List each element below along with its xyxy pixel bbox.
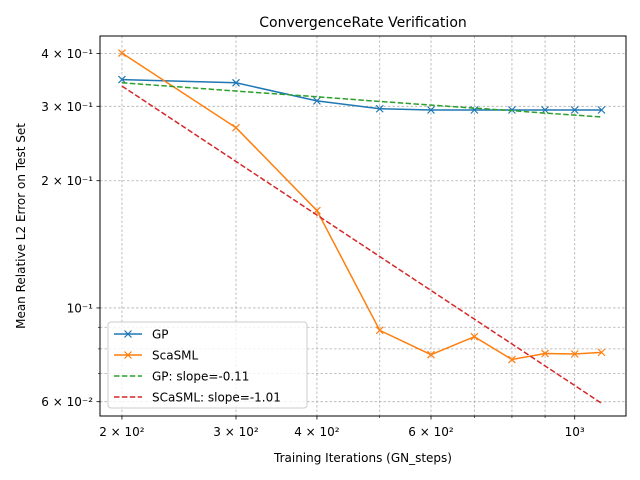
legend-label: GP: slope=-0.11 (152, 370, 249, 384)
series-1-point (508, 355, 516, 364)
legend-label: SCaSML: slope=-1.01 (152, 391, 281, 405)
series-2-line (121, 82, 602, 118)
x-tick-label: 4 × 10² (294, 425, 340, 439)
legend: GP ScaSML GP: slope=-0.11 SCaSML: slope=-1.… (107, 321, 308, 409)
series-1-point (427, 350, 435, 359)
series-0-point (597, 106, 606, 114)
series-0-line (121, 78, 602, 111)
series-0-point (570, 106, 579, 114)
series-0-point (375, 104, 384, 113)
series-1-point (118, 49, 126, 57)
grid (100, 36, 626, 416)
series-layer (118, 49, 606, 404)
x-tick-label: 6 × 10² (408, 425, 454, 439)
series-1-point (570, 350, 579, 358)
series-0-point (118, 75, 126, 84)
x-tick-label: 3 × 10² (213, 425, 259, 439)
y-tick-label: 4 × 10⁻¹ (41, 47, 93, 61)
x-axis-label: Training Iterations (GN_steps) (273, 451, 452, 465)
legend-marker (124, 351, 132, 359)
legend-label: GP (152, 328, 169, 342)
ticks: 2 × 10² 3 × 10² 4 × 10² 6 × 10² 10³ 4 × 10⁻¹ 3… (41, 47, 585, 439)
y-tick-label: 6 × 10⁻² (41, 395, 93, 409)
series-0-point (427, 106, 435, 114)
series-1-point (541, 349, 549, 358)
chart-title: ConvergenceRate Verification (259, 15, 467, 31)
series-1-point (597, 348, 606, 357)
y-tick-label: 10⁻¹ (67, 301, 94, 315)
series-1-point (232, 123, 240, 132)
legend-label: ScaSML (152, 349, 199, 363)
series-0-point (313, 96, 321, 105)
series-0-point (232, 78, 240, 87)
y-tick-label: 2 × 10⁻¹ (41, 174, 93, 188)
x-tick-label: 10³ (565, 425, 585, 439)
y-axis-label: Mean Relative L2 Error on Test Set (14, 123, 28, 329)
legend-box (107, 321, 308, 409)
plot-frame (99, 35, 627, 417)
series-1-point (470, 332, 479, 341)
series-1-line (121, 52, 602, 361)
series-3-line (121, 85, 602, 404)
y-tick-label: 3 × 10⁻¹ (41, 100, 93, 114)
series-1-point (375, 326, 384, 335)
x-tick-label: 2 × 10² (99, 425, 145, 439)
legend-marker (124, 330, 132, 338)
